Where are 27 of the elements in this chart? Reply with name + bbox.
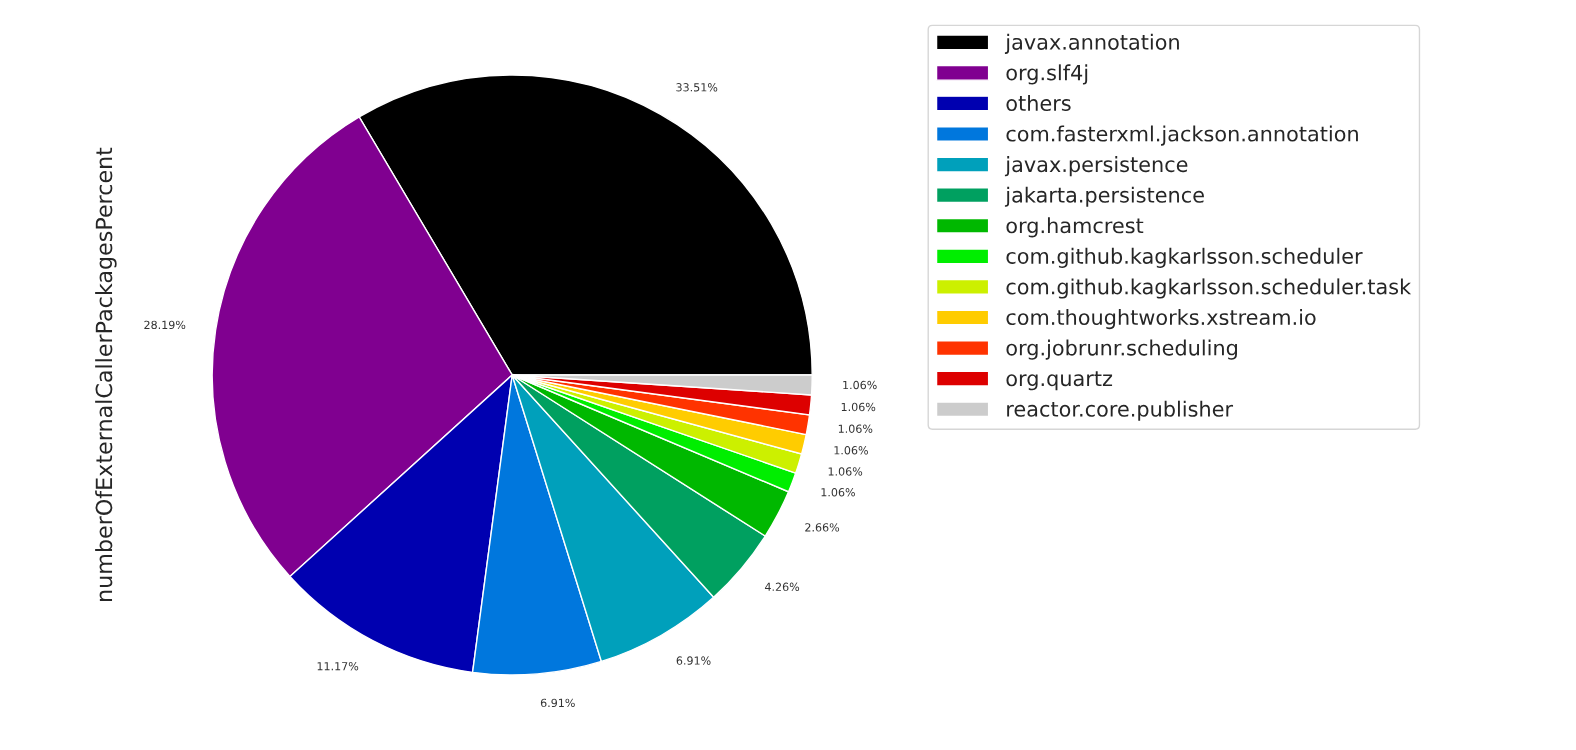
data-label: 6.91%	[540, 698, 575, 708]
data-label: 28.19%	[144, 320, 186, 330]
data-label: 2.66%	[805, 523, 840, 532]
data-label: 4.26%	[764, 582, 800, 592]
legend-label: com.thoughtworks.xstream.io	[1006, 308, 1316, 330]
data-label: 6.91%	[676, 656, 711, 665]
legend-label: javax.annotation	[1004, 33, 1179, 54]
legend-label: reactor.core.publisher	[1007, 400, 1234, 421]
data-label: 1.06%	[838, 424, 873, 433]
legend-label: org.jobrunr.scheduling	[1006, 339, 1237, 360]
legend-label: com.github.kagkarlsson.scheduler.task	[1006, 278, 1412, 299]
data-label: 1.06%	[843, 380, 877, 390]
data-label: 1.06%	[821, 488, 855, 497]
legend-label: javax.persistence	[1004, 156, 1188, 177]
data-label: 1.06%	[841, 402, 876, 412]
legend-label: com.fasterxml.jackson.annotation	[1006, 125, 1358, 146]
legend-label: others	[1006, 94, 1071, 112]
data-label: 33.51%	[676, 83, 718, 92]
legend-label: org.quartz	[1006, 371, 1113, 391]
legend-label: com.github.kagkarlsson.scheduler	[1006, 247, 1363, 268]
legend-label: org.hamcrest	[1006, 217, 1144, 238]
data-label: 1.06%	[828, 467, 863, 476]
data-label: 1.06%	[834, 446, 868, 455]
data-label: 11.17%	[317, 662, 359, 671]
legend-label: org.slf4j	[1006, 64, 1088, 85]
legend-label: jakarta.persistence	[1004, 186, 1204, 207]
text: numberOfExternalCallerPackagesPercent	[95, 147, 117, 601]
